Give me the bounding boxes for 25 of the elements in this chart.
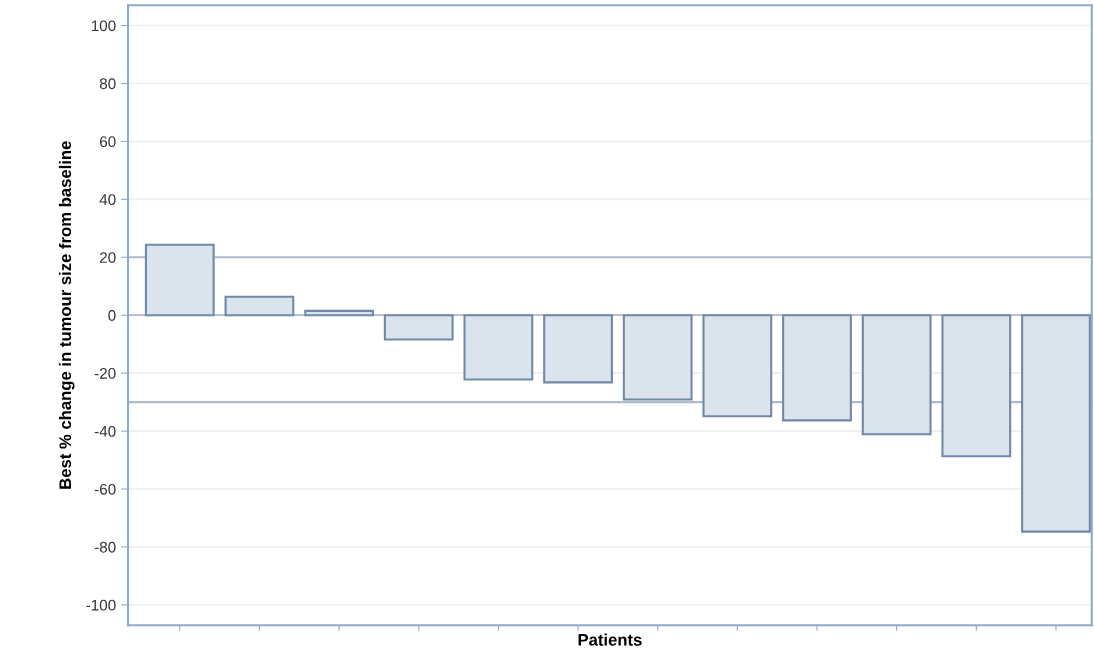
bar — [861, 314, 932, 436]
y-tick-label: -40 — [94, 425, 116, 437]
y-tick-label: 0 — [108, 310, 116, 321]
y-tick-label: 40 — [99, 194, 116, 206]
bar — [224, 295, 295, 317]
y-tick-label: 100 — [91, 20, 116, 32]
y-tick-label: 20 — [99, 252, 116, 263]
bar — [304, 309, 374, 317]
bar — [702, 314, 773, 418]
bar — [463, 314, 534, 381]
y-tick-label: -60 — [94, 483, 116, 495]
bar — [543, 314, 613, 384]
bar — [1021, 314, 1091, 533]
bar — [383, 314, 454, 341]
y-axis-title: Best % change in tumour size from baseline — [58, 141, 75, 489]
y-tick-label: -80 — [94, 541, 116, 553]
bar — [144, 243, 215, 317]
y-tick-label: -100 — [86, 599, 116, 611]
bar — [622, 314, 693, 401]
x-axis-title: Patients — [578, 633, 642, 646]
bar — [941, 314, 1012, 458]
bar — [782, 314, 852, 422]
y-tick-label: 80 — [99, 78, 116, 90]
y-tick-label: -20 — [94, 368, 116, 379]
y-tick-label: 60 — [99, 136, 116, 148]
